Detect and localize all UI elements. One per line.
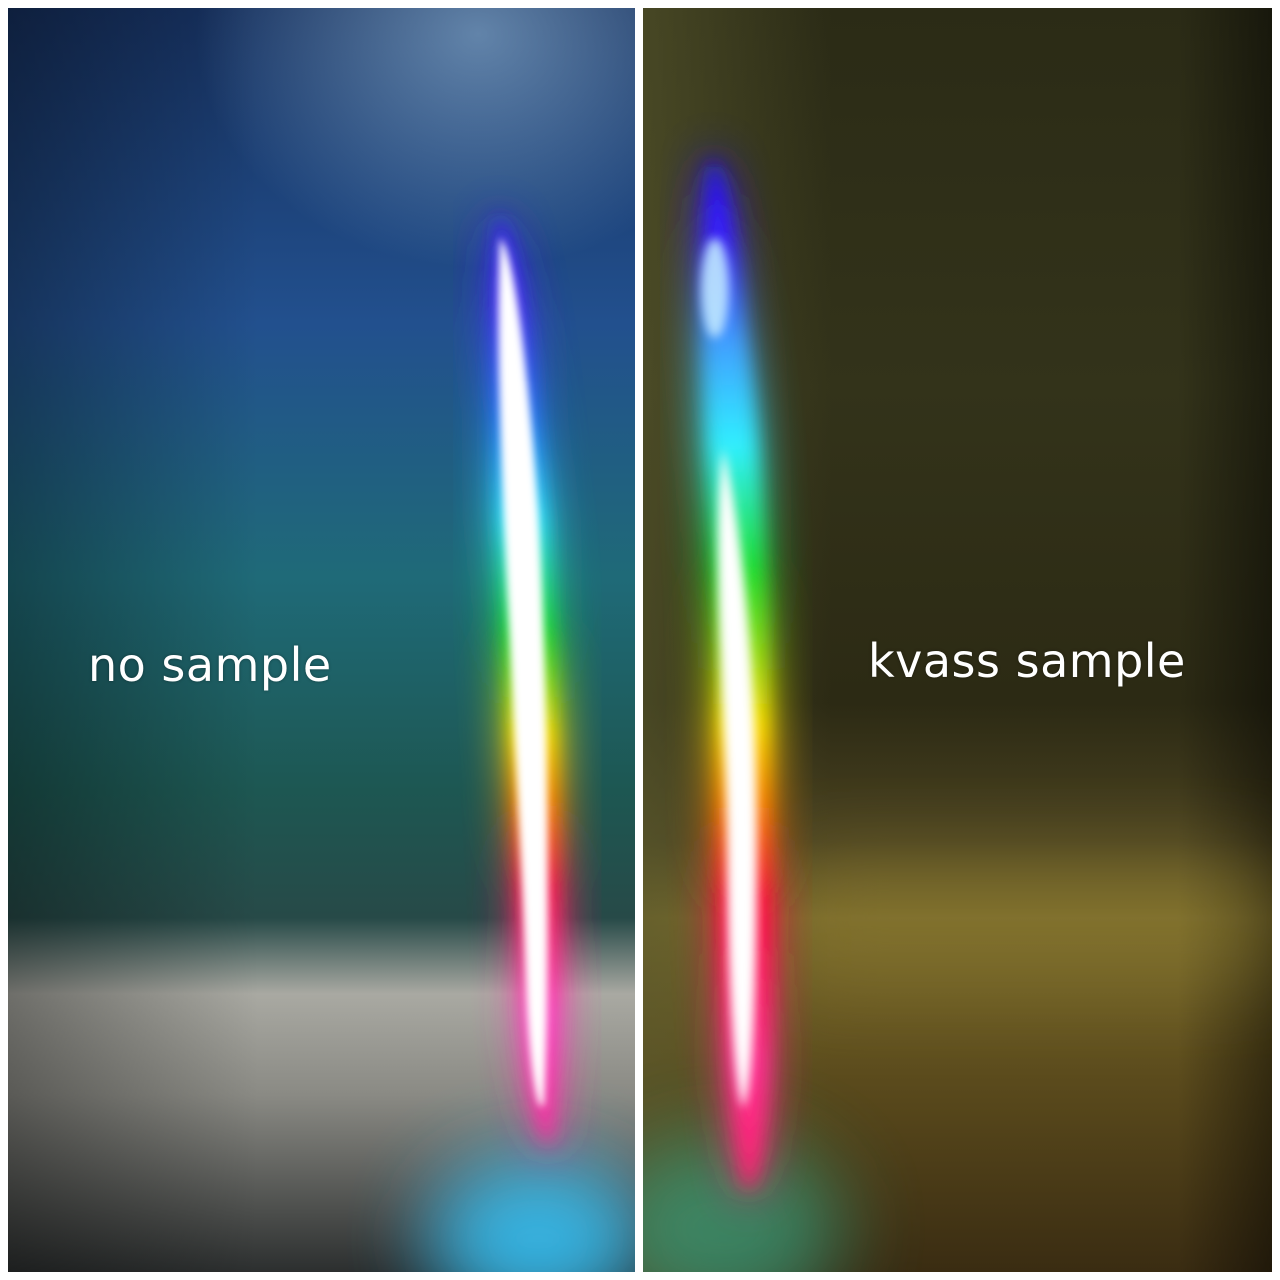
- label-kvass-sample: kvass sample: [868, 634, 1186, 688]
- panel-no-sample: no sample: [8, 8, 635, 1272]
- panel-kvass-sample: kvass sample: [643, 8, 1272, 1272]
- label-no-sample: no sample: [88, 638, 332, 692]
- spectrum-photo-no-sample: [8, 8, 635, 1272]
- spectrum-photo-kvass-sample: [643, 8, 1272, 1272]
